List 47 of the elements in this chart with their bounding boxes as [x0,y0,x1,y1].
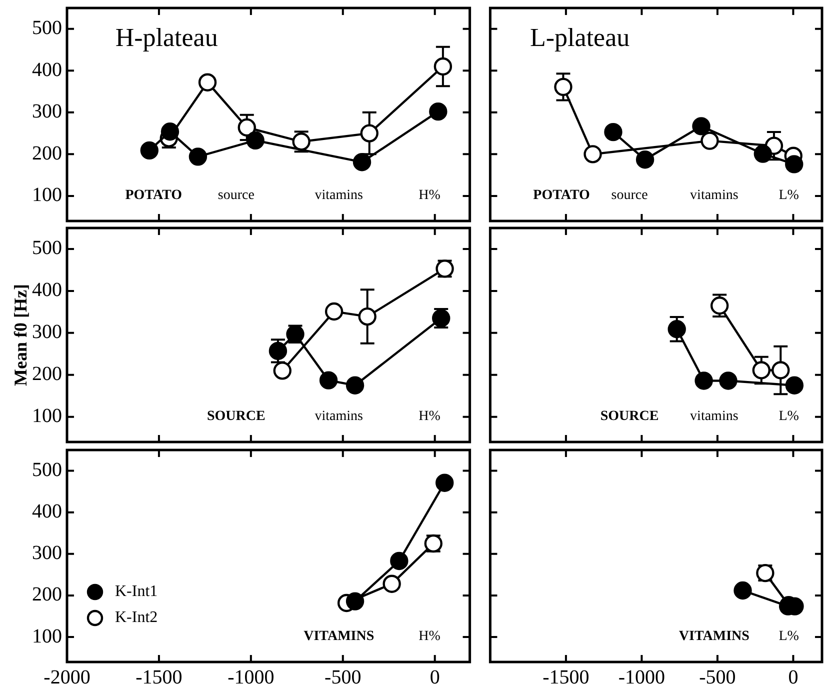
x-tick-label: -500 [699,666,736,688]
y-tick-label: 300 [32,542,62,564]
y-tick-label: 400 [32,58,62,81]
y-tick-label: 400 [32,279,62,302]
annotation: H% [418,629,441,644]
annotation: vitamins [690,409,738,424]
y-tick-label: 400 [32,500,62,523]
y-tick-label: 100 [32,405,62,428]
x-tick-label: 0 [788,666,798,688]
x-tick-label: -1500 [136,666,182,688]
legend-label: K-Int1 [115,583,158,600]
y-tick-label: 500 [32,459,62,482]
annotation: H% [418,409,441,424]
annotation: POTATO [533,188,590,203]
y-tick-label: 200 [32,142,62,164]
y-tick-label: 200 [32,363,62,386]
annotation: vitamins [690,188,738,203]
annotation: SOURCE [600,409,659,424]
text: L-plateau [530,23,630,52]
annotation: VITAMINS [304,629,374,644]
annotation: SOURCE [206,409,266,424]
y-tick-label: 300 [32,100,62,123]
y-axis-title: Mean f0 [Hz] [10,284,31,386]
annotation: source [611,188,648,203]
x-tick-label: -2000 [44,666,90,688]
annotation: vitamins [314,409,364,424]
annotation: vitamins [314,188,364,203]
annotation: L% [778,188,800,203]
annotation: VITAMINS [678,629,750,644]
y-tick-label: 500 [32,17,62,40]
y-tick-label: 100 [32,625,62,648]
x-tick-label: 0 [430,666,440,688]
x-tick-label: -1000 [228,666,274,688]
annotation: L% [778,409,800,424]
annotation: POTATO [125,188,182,203]
text: H-plateau [115,23,218,52]
x-tick-label: -500 [324,666,362,688]
y-tick-label: 200 [32,584,62,606]
x-tick-label: -1500 [542,666,590,688]
annotation: H% [418,188,441,203]
y-tick-label: 500 [32,237,62,260]
y-tick-label: 100 [32,184,62,206]
x-tick-label: -1000 [618,666,666,688]
legend-label: K-Int2 [115,609,158,626]
annotation: L% [778,629,800,644]
y-tick-label: 300 [32,321,62,344]
annotation: source [218,188,254,203]
